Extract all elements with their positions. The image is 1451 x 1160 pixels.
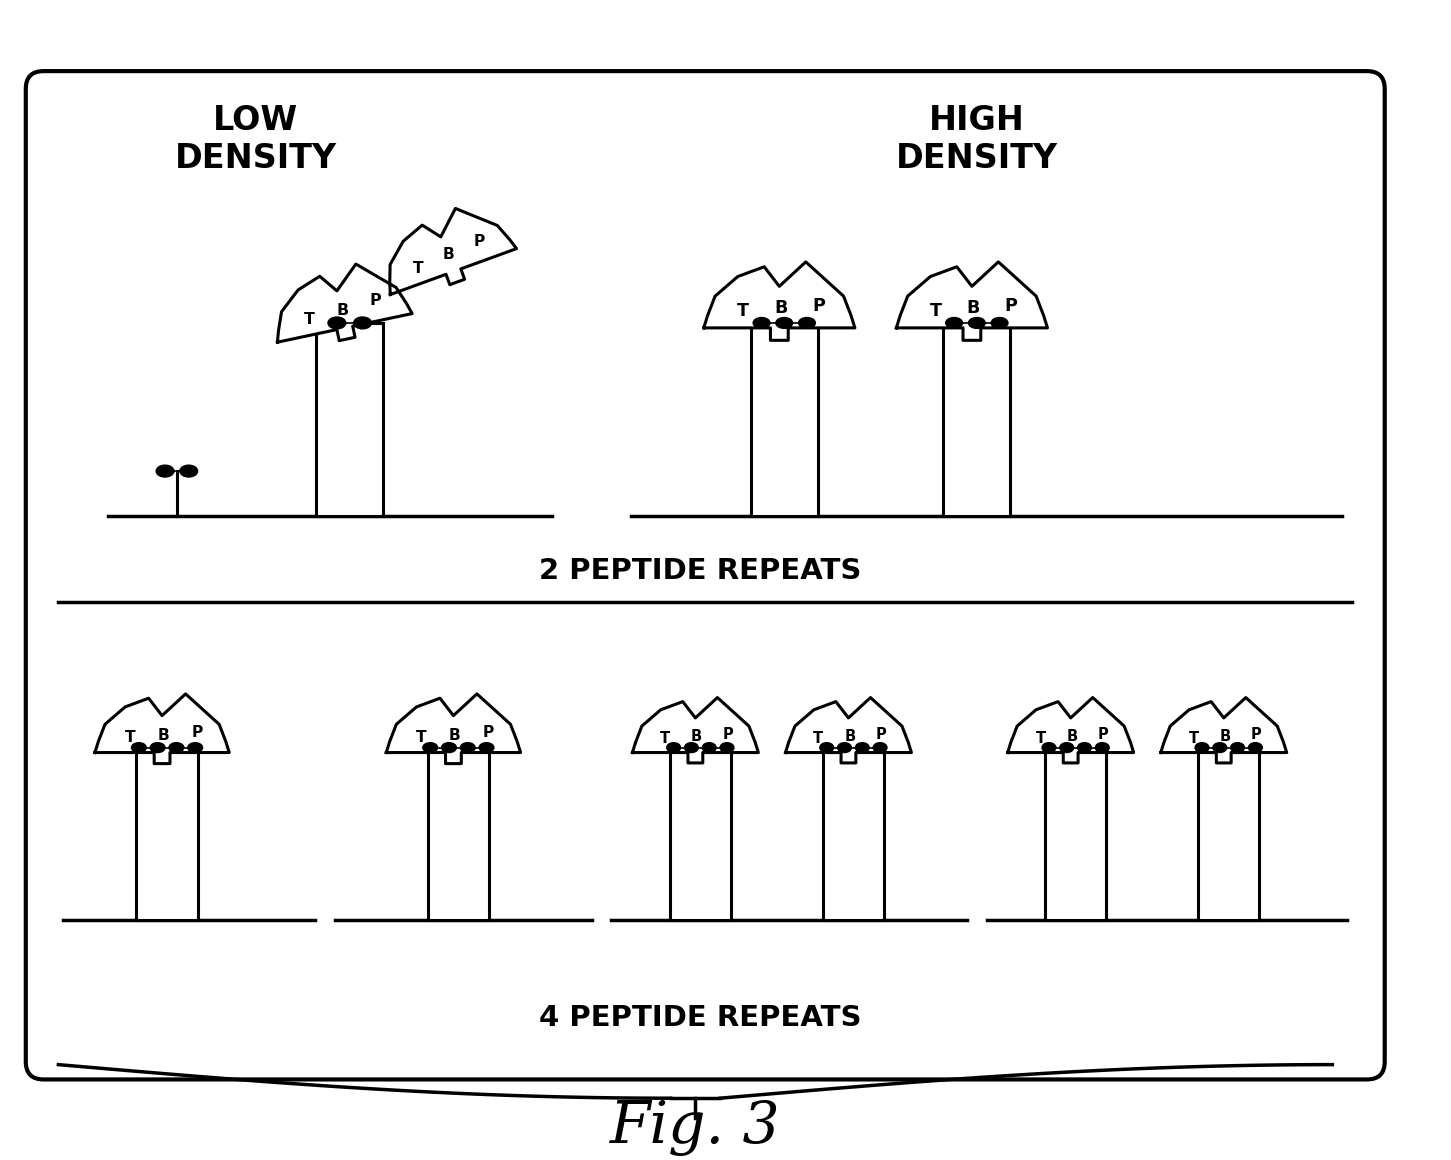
Text: B: B [691,728,702,744]
Text: T: T [416,730,427,745]
Text: P: P [1098,726,1109,741]
Ellipse shape [157,465,174,477]
Text: B: B [158,727,170,742]
Ellipse shape [187,742,203,753]
Bar [670,747,731,920]
Text: T: T [303,312,315,327]
FancyBboxPatch shape [26,71,1384,1080]
Ellipse shape [1096,742,1109,753]
Text: T: T [737,302,749,320]
Ellipse shape [702,742,717,753]
Ellipse shape [479,742,493,753]
Text: P: P [876,726,887,741]
Ellipse shape [151,742,165,753]
Ellipse shape [820,742,834,753]
Polygon shape [277,264,412,342]
Text: P: P [483,725,493,740]
Text: T: T [660,731,670,746]
Text: 4 PEPTIDE REPEATS: 4 PEPTIDE REPEATS [540,1005,862,1032]
Ellipse shape [132,742,147,753]
Ellipse shape [168,742,184,753]
Text: B: B [844,728,855,744]
Ellipse shape [946,318,962,328]
Text: HIGH
DENSITY: HIGH DENSITY [895,103,1058,175]
Text: B: B [443,247,454,262]
Text: B: B [1219,728,1230,744]
Text: B: B [775,299,788,318]
Ellipse shape [798,318,815,328]
Text: T: T [125,730,135,745]
Ellipse shape [991,318,1008,328]
Text: P: P [1004,297,1017,314]
Text: P: P [192,725,203,740]
Text: T: T [1188,731,1199,746]
Ellipse shape [1230,742,1245,753]
Bar [943,322,1010,515]
Polygon shape [704,262,855,340]
Text: B: B [448,727,460,742]
Polygon shape [94,694,229,763]
Ellipse shape [354,317,371,329]
Ellipse shape [776,318,792,328]
Text: T: T [1036,731,1046,746]
Ellipse shape [328,317,345,329]
Bar [1045,747,1106,920]
Text: B: B [966,299,979,318]
Polygon shape [386,694,521,763]
Polygon shape [633,697,759,763]
Ellipse shape [1213,742,1226,753]
Text: LOW
DENSITY: LOW DENSITY [174,103,337,175]
Ellipse shape [460,742,474,753]
Text: P: P [813,297,826,314]
Polygon shape [1161,697,1287,763]
Ellipse shape [422,742,438,753]
Ellipse shape [180,465,197,477]
Ellipse shape [856,742,869,753]
Text: B: B [1066,728,1078,744]
Bar [428,747,489,920]
Bar [136,747,197,920]
Ellipse shape [720,742,734,753]
Text: P: P [723,726,734,741]
Ellipse shape [1078,742,1091,753]
Text: P: P [370,293,382,309]
Text: P: P [1251,726,1262,741]
Ellipse shape [968,318,985,328]
Ellipse shape [441,742,457,753]
Bar [823,747,884,920]
Text: T: T [412,261,424,276]
Polygon shape [1007,697,1133,763]
Ellipse shape [1196,742,1209,753]
Bar [316,322,383,515]
Text: B: B [337,303,348,318]
Ellipse shape [667,742,681,753]
Ellipse shape [1059,742,1074,753]
Polygon shape [390,209,517,295]
Text: P: P [474,234,485,248]
Text: T: T [930,302,942,320]
Ellipse shape [1042,742,1056,753]
Ellipse shape [837,742,852,753]
Polygon shape [785,697,911,763]
Ellipse shape [753,318,770,328]
Text: 2 PEPTIDE REPEATS: 2 PEPTIDE REPEATS [540,557,862,585]
Bar [1199,747,1259,920]
Polygon shape [897,262,1048,340]
Text: Fig. 3: Fig. 3 [609,1100,781,1157]
Bar [750,322,818,515]
Text: T: T [813,731,823,746]
Ellipse shape [1248,742,1262,753]
Ellipse shape [685,742,698,753]
Ellipse shape [874,742,887,753]
